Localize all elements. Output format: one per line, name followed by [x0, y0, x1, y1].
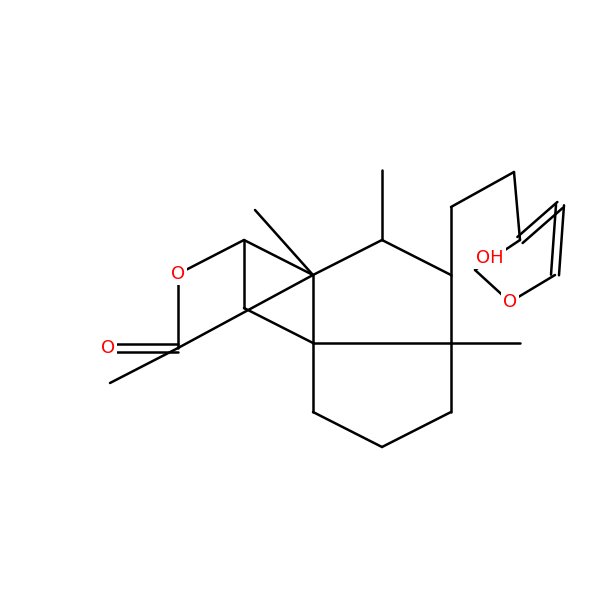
Text: O: O — [503, 293, 517, 311]
Text: O: O — [171, 265, 185, 283]
Text: OH: OH — [476, 249, 504, 267]
Text: O: O — [101, 339, 115, 357]
